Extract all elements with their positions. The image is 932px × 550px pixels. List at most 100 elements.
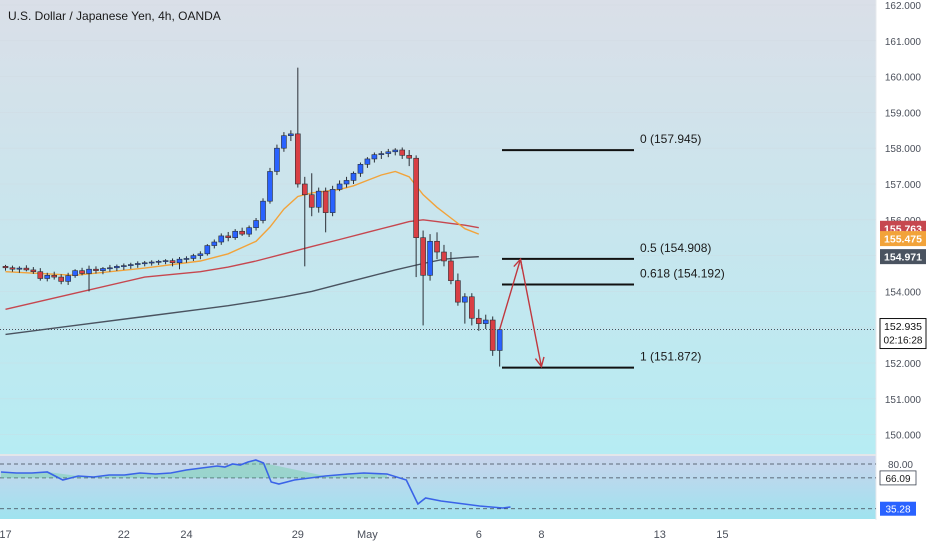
candle-body — [308, 194, 315, 208]
candle-body — [79, 270, 85, 274]
candle-body — [489, 319, 496, 351]
candle — [392, 148, 399, 156]
countdown-timer: 02:16:28 — [884, 336, 923, 347]
candle — [162, 259, 169, 265]
candle-body — [357, 164, 364, 174]
time-tick-label: 13 — [654, 529, 666, 541]
candle-body — [371, 154, 378, 160]
candle-body — [343, 180, 350, 185]
candle-body — [455, 280, 461, 303]
candle — [65, 272, 71, 285]
candle — [308, 173, 315, 217]
candle — [225, 231, 232, 242]
rsi-overbought-fill — [1, 460, 387, 478]
price-tag — [880, 249, 926, 265]
candle — [267, 167, 273, 204]
candle-body — [475, 317, 482, 324]
candle-body — [169, 260, 176, 264]
price-tick-label: 158.000 — [885, 144, 922, 155]
candle — [107, 264, 113, 272]
candle — [211, 239, 218, 249]
candle — [44, 272, 51, 282]
rsi-level-tag — [879, 470, 917, 486]
candle-body — [392, 149, 399, 153]
candle — [274, 144, 280, 176]
candle — [315, 187, 322, 213]
candle — [475, 309, 482, 331]
candle — [9, 265, 16, 272]
time-tick-label: 6 — [476, 529, 482, 541]
candle — [482, 314, 489, 329]
candle — [58, 274, 64, 285]
price-tag-value: 154.971 — [884, 252, 922, 264]
time-tick-label: 17 — [0, 529, 12, 541]
candle-body — [127, 264, 134, 266]
candle — [489, 316, 496, 356]
price-tick-label: 160.000 — [885, 73, 922, 84]
candle-body — [385, 151, 392, 154]
price-tick-label: 157.000 — [885, 180, 922, 191]
arrowhead-up — [513, 257, 523, 270]
candle-body — [267, 171, 273, 202]
candle — [288, 130, 294, 142]
candle — [204, 244, 211, 256]
candle-body — [141, 262, 148, 265]
candle — [37, 268, 44, 281]
candle-body — [288, 133, 294, 136]
candle-body — [2, 266, 9, 269]
candle-body — [239, 230, 245, 235]
candle-body — [448, 260, 454, 281]
candle-body — [399, 149, 406, 156]
candle-body — [23, 267, 30, 271]
candle-body — [107, 267, 113, 270]
candle — [364, 157, 371, 168]
fib-level-label: 0.618 (154.192) — [640, 267, 725, 281]
candle — [141, 260, 148, 267]
candle — [218, 233, 225, 245]
time-axis[interactable] — [0, 520, 876, 550]
candle-body — [350, 172, 357, 181]
ema-slow-line — [5, 256, 479, 336]
candle — [336, 180, 343, 192]
candle — [295, 67, 301, 188]
candle — [462, 293, 468, 324]
candle-body — [253, 220, 259, 228]
candle — [350, 171, 357, 184]
candle — [190, 253, 197, 261]
candle-body — [413, 157, 419, 238]
candle-body — [162, 260, 169, 262]
candle — [2, 264, 9, 271]
candle — [322, 187, 329, 233]
candle — [16, 266, 23, 273]
candle — [329, 185, 336, 217]
candle — [246, 225, 252, 237]
candle — [197, 251, 204, 260]
candle-body — [37, 271, 44, 279]
candle-body — [44, 274, 51, 279]
candle-body — [155, 261, 162, 263]
price-tick-label: 150.000 — [885, 431, 922, 442]
candle-body — [93, 268, 99, 271]
candle — [86, 265, 92, 292]
price-tick-label: 152.000 — [885, 359, 922, 370]
rsi-tick-label: 80.00 — [888, 460, 913, 471]
rsi-value-tag — [880, 501, 916, 516]
candle — [72, 269, 78, 278]
candle — [420, 230, 426, 326]
candle — [343, 176, 350, 188]
candle — [127, 262, 134, 269]
candle — [30, 267, 37, 274]
candle-body — [176, 258, 183, 264]
candle-body — [148, 261, 155, 264]
candle — [496, 328, 503, 367]
price-tag — [879, 318, 927, 350]
candle-body — [72, 270, 78, 276]
candle-body — [204, 245, 211, 255]
price-tick-label: 162.000 — [885, 1, 922, 12]
candle-body — [322, 190, 329, 213]
candle — [23, 265, 30, 272]
candle-body — [281, 135, 287, 149]
candle — [169, 258, 176, 267]
candle — [448, 252, 454, 285]
